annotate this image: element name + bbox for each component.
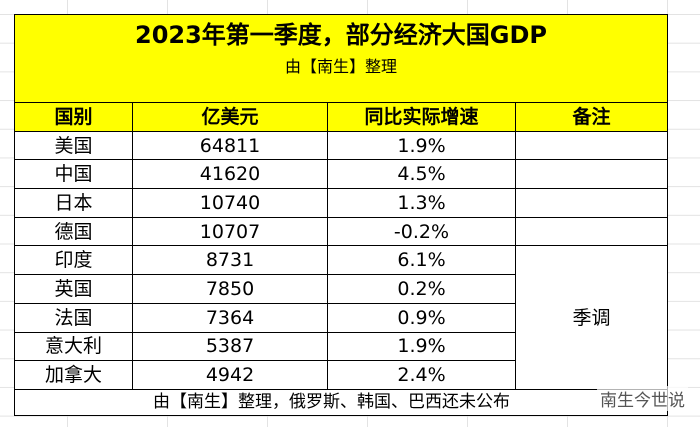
cell: 4.5%: [327, 159, 516, 190]
table-body: 2023年第一季度，部分经济大国GDP 由【南生】整理 国别 亿美元 同比实际增速备…: [13, 14, 669, 416]
cell: 中国: [14, 159, 133, 190]
cell: 1.9%: [327, 130, 516, 161]
remark-cell: 季调: [514, 245, 669, 390]
data-row: 美国 64811 1.9%: [14, 130, 669, 161]
cell: 日本: [14, 188, 133, 218]
footer-row: 由【南生】整理，俄罗斯、韩国、巴西还未公布: [13, 388, 669, 416]
remark-cell: [514, 188, 669, 218]
watermark: 南生今世说: [597, 386, 688, 411]
cell: 美国: [14, 130, 133, 161]
footer: 由【南生】整理，俄罗斯、韩国、巴西还未公布: [13, 388, 669, 416]
cell: 41620: [132, 159, 328, 190]
title-cell: 2023年第一季度，部分经济大国GDP 由【南生】整理: [13, 14, 669, 103]
remark-cell: [514, 130, 669, 161]
remark-cell: [514, 216, 669, 247]
cell: 印度: [14, 245, 133, 276]
header-row: 国别 亿美元 同比实际增速 备注: [14, 102, 669, 132]
data-row: 英国 7850 0.2%: [14, 274, 668, 304]
cell: 英国: [14, 274, 133, 304]
data-row: 印度 8731 6.1% 季调: [14, 245, 669, 390]
cell: 10707: [132, 216, 328, 247]
header-cell: 国别: [14, 102, 133, 132]
cell: 2.4%: [327, 360, 516, 390]
title-row: 2023年第一季度，部分经济大国GDP 由【南生】整理: [13, 14, 669, 103]
cell: 7850: [132, 274, 328, 304]
data-row: 法国 7364 0.9%: [14, 302, 668, 333]
header-cell: 同比实际增速: [327, 102, 516, 132]
cell: -0.2%: [327, 216, 516, 247]
cell: 德国: [14, 216, 133, 247]
data-row: 加拿大 4942 2.4%: [14, 360, 668, 390]
cell: 8731: [132, 245, 328, 276]
cell: 0.2%: [327, 274, 516, 304]
data-row: 中国 41620 4.5%: [14, 159, 669, 190]
cell: 4942: [132, 360, 328, 390]
cell: 10740: [132, 188, 328, 218]
data-row: 意大利 5387 1.9%: [14, 331, 668, 362]
cell: 64811: [132, 130, 328, 161]
cell: 0.9%: [327, 302, 516, 333]
cell: 1.9%: [327, 331, 516, 362]
cell: 1.3%: [327, 188, 516, 218]
header-cell: 备注: [514, 102, 669, 132]
data-row: 日本 10740 1.3%: [14, 188, 669, 218]
cell: 意大利: [14, 331, 133, 362]
cell: 法国: [14, 302, 133, 333]
cell: 6.1%: [327, 245, 516, 276]
cell: 7364: [132, 302, 328, 333]
cell: 5387: [132, 331, 328, 362]
header-cell: 亿美元: [132, 102, 328, 132]
cell: 加拿大: [14, 360, 133, 390]
remark-cell: [514, 159, 669, 190]
gdp-table: 2023年第一季度，部分经济大国GDP 由【南生】整理 国别 亿美元 同比实际增速备…: [13, 14, 669, 416]
subtitle: 由【南生】整理: [285, 57, 398, 76]
title: 2023年第一季度，部分经济大国GDP: [135, 21, 548, 49]
data-row: 德国 10707 -0.2%: [14, 216, 669, 247]
